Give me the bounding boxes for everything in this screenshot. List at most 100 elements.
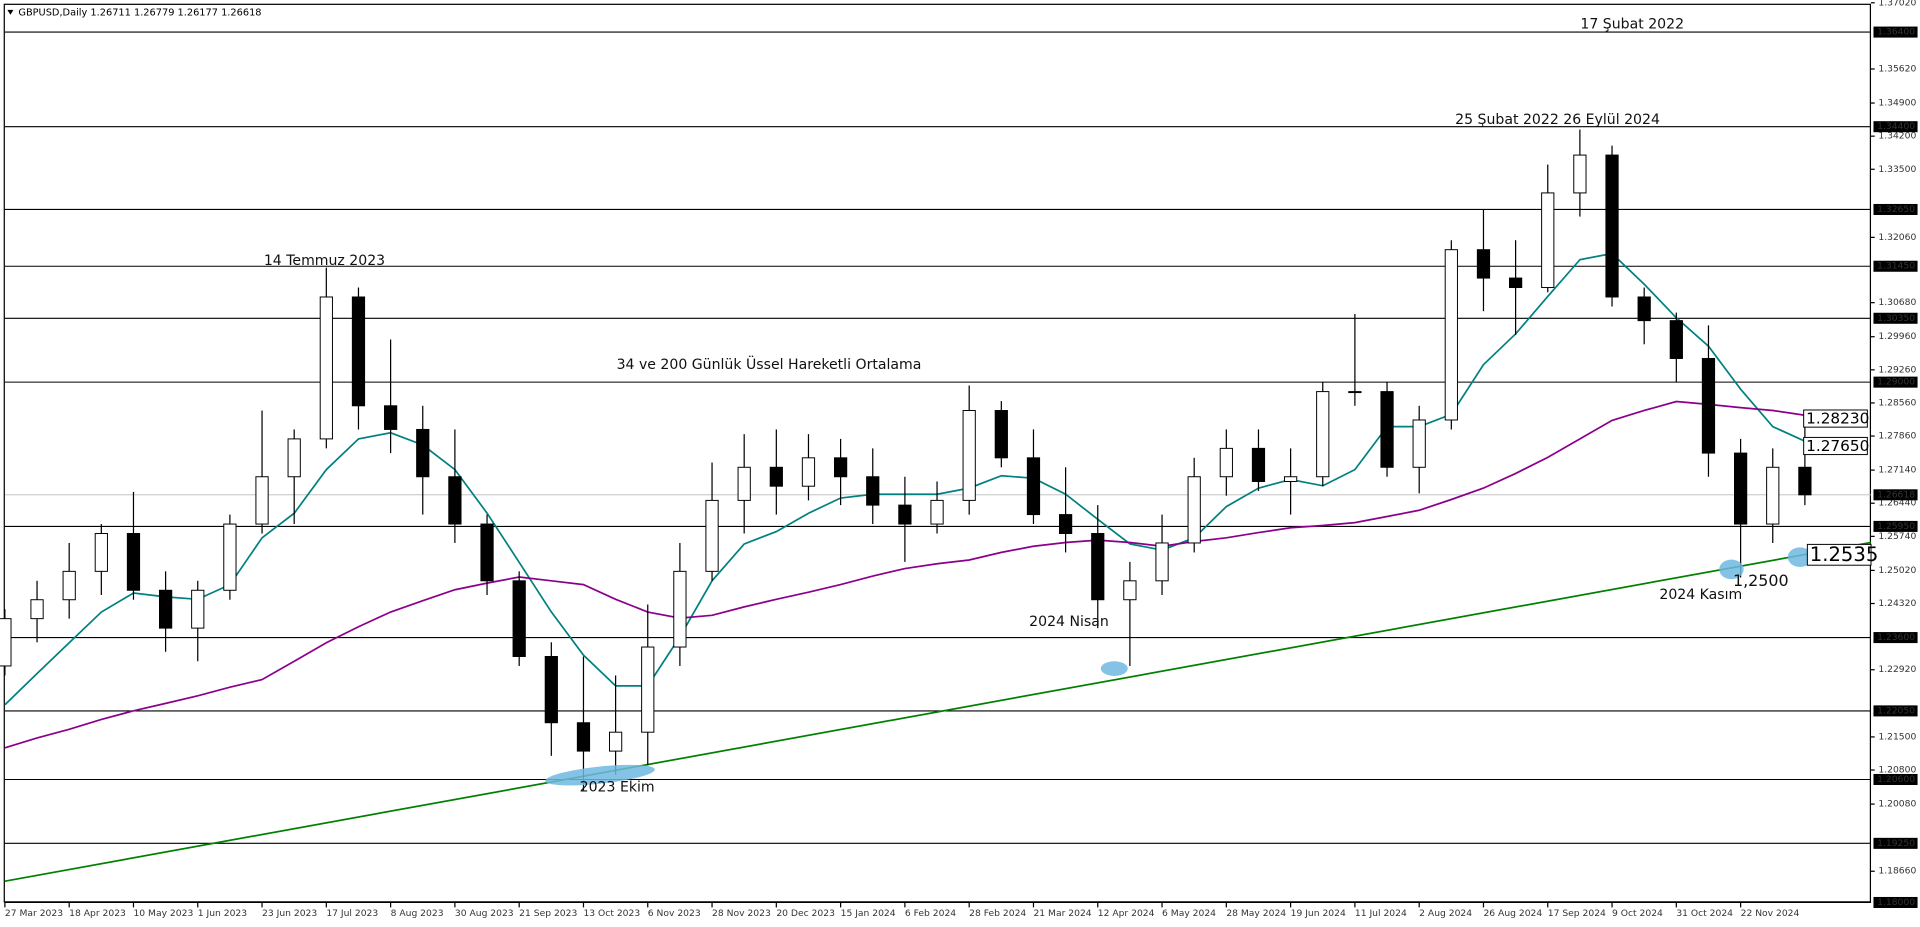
level-label: 1.32650 (1877, 204, 1915, 215)
plot-frame (3, 3, 1872, 903)
x-tick-label: 17 Jul 2023 (326, 908, 378, 919)
chart-info: GBPUSD,Daily 1.26711 1.26779 1.26177 1.2… (18, 7, 261, 18)
candle-body (1541, 192, 1555, 289)
price-box (1803, 409, 1868, 428)
y-tick-label: 1.34200 (1878, 131, 1916, 142)
candle-body (1734, 452, 1748, 525)
annotation: 2024 Nisan (1029, 614, 1109, 630)
y-tick-label: 1.22920 (1878, 664, 1916, 675)
candle-body (1091, 533, 1105, 601)
candle-body (0, 618, 12, 667)
candle-body (769, 466, 783, 487)
x-tick-label: 15 Jan 2024 (841, 908, 896, 919)
highlight (1719, 559, 1744, 580)
level-tag (1873, 376, 1918, 388)
candle-body (1701, 357, 1716, 454)
y-tick-label: 1.25020 (1878, 565, 1916, 576)
candle-body (1348, 391, 1362, 394)
candle-body (801, 457, 816, 487)
candle-body (1476, 249, 1491, 279)
x-tick-label: 30 Aug 2023 (455, 908, 514, 919)
level-tag (1873, 837, 1918, 849)
candle-body (384, 405, 398, 430)
level-label: 1.23600 (1877, 632, 1915, 643)
price-box-label: 1.2535 (1810, 543, 1879, 566)
y-tick-label: 1.18660 (1878, 866, 1916, 877)
current-price-label: 1.26618 (1877, 489, 1915, 500)
x-tick-label: 27 Mar 2023 (5, 908, 63, 919)
candle-body (994, 410, 1008, 459)
x-tick-label: 6 May 2024 (1162, 908, 1216, 919)
x-tick-label: 11 Jul 2024 (1355, 908, 1407, 919)
annotation: 2024 Kasım (1659, 587, 1742, 603)
candle-body (1444, 249, 1458, 421)
trend-line (4, 541, 1872, 883)
y-tick-label: 1.21500 (1878, 731, 1916, 742)
level-tag (1873, 896, 1918, 908)
level-tag (1873, 705, 1918, 717)
x-tick-label: 13 Oct 2023 (583, 908, 640, 919)
level-label: 1.30350 (1877, 313, 1915, 324)
y-tick-label: 1.37020 (1878, 0, 1916, 8)
level-tag (1873, 312, 1918, 324)
candle-body (1059, 514, 1073, 534)
candle-body (287, 438, 301, 478)
candle-body (255, 476, 269, 525)
x-tick-label: 17 Sep 2024 (1548, 908, 1606, 919)
candle-body (962, 410, 976, 501)
candle-body (866, 476, 880, 506)
level-label: 1.19250 (1877, 838, 1915, 849)
level-label: 1.36400 (1877, 27, 1915, 38)
candle-body (673, 570, 687, 648)
candle-body (319, 296, 333, 440)
candle-body (1605, 154, 1619, 298)
y-tick-label: 1.35620 (1878, 63, 1916, 74)
candle-body (834, 457, 848, 478)
overlay: 1.28230 1.27650 1.2535 (1803, 409, 1879, 566)
y-tick-label: 1.27860 (1878, 431, 1916, 442)
level-tag (1873, 203, 1918, 215)
candle-body (576, 722, 591, 752)
moving-average (4, 400, 1806, 749)
price-box-label: 1.28230 (1806, 410, 1869, 428)
candle-body (62, 570, 76, 601)
y-tick-label: 1.26440 (1878, 498, 1916, 509)
candle-body (1316, 391, 1330, 478)
candle-body (1026, 457, 1041, 516)
level-tag (1873, 26, 1918, 38)
x-tick-label: 28 May 2024 (1226, 908, 1286, 919)
x-tick-label: 2 Aug 2024 (1419, 908, 1472, 919)
annotation: 34 ve 200 Günlük Üssel Hareketli Ortalam… (617, 355, 922, 373)
x-tick-label: 6 Nov 2023 (648, 908, 701, 919)
candle-body (512, 580, 526, 657)
x-tick-label: 31 Oct 2024 (1676, 908, 1733, 919)
candle-body (1798, 466, 1812, 496)
x-tick-label: 19 Jun 2024 (1291, 908, 1346, 919)
y-tick-label: 1.27140 (1878, 465, 1916, 476)
highlight (1787, 547, 1813, 567)
level-tag (1873, 632, 1918, 644)
candle-body (1380, 391, 1394, 468)
candle-body (737, 466, 751, 501)
annotation: 17 Şubat 2022 (1580, 17, 1684, 33)
level-label: 1.22050 (1877, 705, 1915, 716)
y-tick-label: 1.20080 (1878, 799, 1916, 810)
candle-body (1766, 466, 1780, 525)
candle-body (1251, 447, 1266, 482)
annotation: 14 Temmuz 2023 (264, 253, 385, 269)
candle-body (126, 533, 141, 591)
annotation: 25 Şubat 2022 26 Eylül 2024 (1455, 112, 1660, 128)
y-tick-label: 1.25740 (1878, 531, 1916, 542)
level-tag (1873, 121, 1918, 133)
candle-body (351, 296, 366, 407)
level-label: 1.31450 (1877, 261, 1915, 272)
candle-body (191, 589, 205, 629)
price-box-label: 1.27650 (1806, 437, 1869, 455)
y-tick-label: 1.20800 (1878, 765, 1916, 776)
x-tick-label: 26 Aug 2024 (1483, 908, 1542, 919)
highlight (1100, 661, 1128, 676)
candle-body (1637, 296, 1651, 322)
price-box (1806, 543, 1872, 566)
